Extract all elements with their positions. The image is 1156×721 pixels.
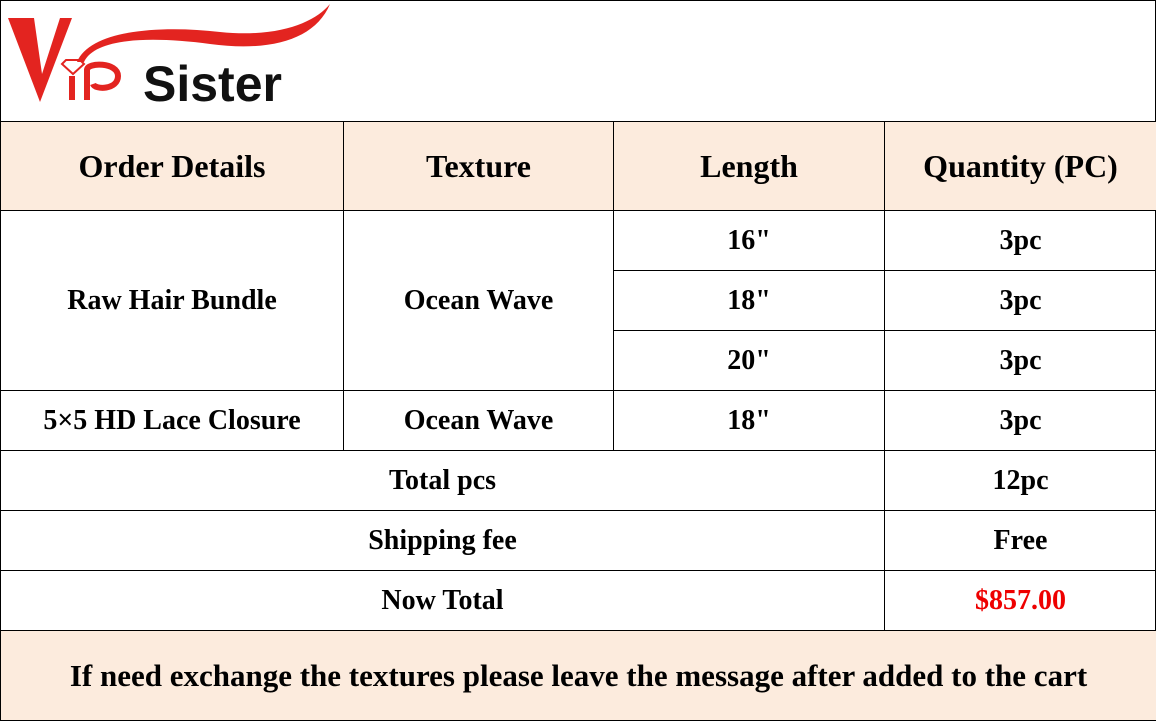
vip-sister-logo: Sister (8, 4, 330, 112)
note-text: If need exchange the textures please lea… (0, 630, 1156, 721)
header-texture: Texture (343, 121, 614, 211)
summary-value: 12pc (884, 450, 1156, 511)
length-cell: 20" (613, 330, 885, 391)
qty-cell: 3pc (884, 330, 1156, 391)
qty-cell: 3pc (884, 270, 1156, 331)
summary-label: Shipping fee (0, 510, 885, 571)
length-cell: 18" (613, 390, 885, 451)
summary-label: Now Total (0, 570, 885, 631)
qty-cell: 3pc (884, 210, 1156, 271)
header-length: Length (613, 121, 885, 211)
item-cell: Raw Hair Bundle (0, 210, 344, 391)
header-quantity: Quantity (PC) (884, 121, 1156, 211)
header-order-details: Order Details (0, 121, 344, 211)
length-cell: 16" (613, 210, 885, 271)
summary-label: Total pcs (0, 450, 885, 511)
table-header-row: Order Details Texture Length Quantity (P… (0, 121, 1156, 211)
texture-cell: Ocean Wave (343, 390, 614, 451)
table-row: Raw Hair Bundle Ocean Wave 16" 3pc (0, 210, 1156, 391)
summary-row-now-total: Now Total $857.00 (0, 570, 1156, 631)
order-table: Order Details Texture Length Quantity (P… (0, 121, 1156, 721)
table-row: 5×5 HD Lace Closure Ocean Wave 18" 3pc (0, 390, 1156, 451)
texture-cell: Ocean Wave (343, 210, 614, 391)
note-row: If need exchange the textures please lea… (0, 630, 1156, 721)
table-row: 20" 3pc (1, 330, 1156, 391)
length-cell: 18" (613, 270, 885, 331)
summary-row-total-pcs: Total pcs 12pc (0, 450, 1156, 511)
summary-row-shipping: Shipping fee Free (0, 510, 1156, 571)
item-cell: 5×5 HD Lace Closure (0, 390, 344, 451)
total-price: $857.00 (884, 570, 1156, 631)
table-row: 18" 3pc (1, 270, 1156, 331)
summary-value: Free (884, 510, 1156, 571)
qty-cell: 3pc (884, 390, 1156, 451)
svg-text:Sister: Sister (143, 56, 282, 112)
